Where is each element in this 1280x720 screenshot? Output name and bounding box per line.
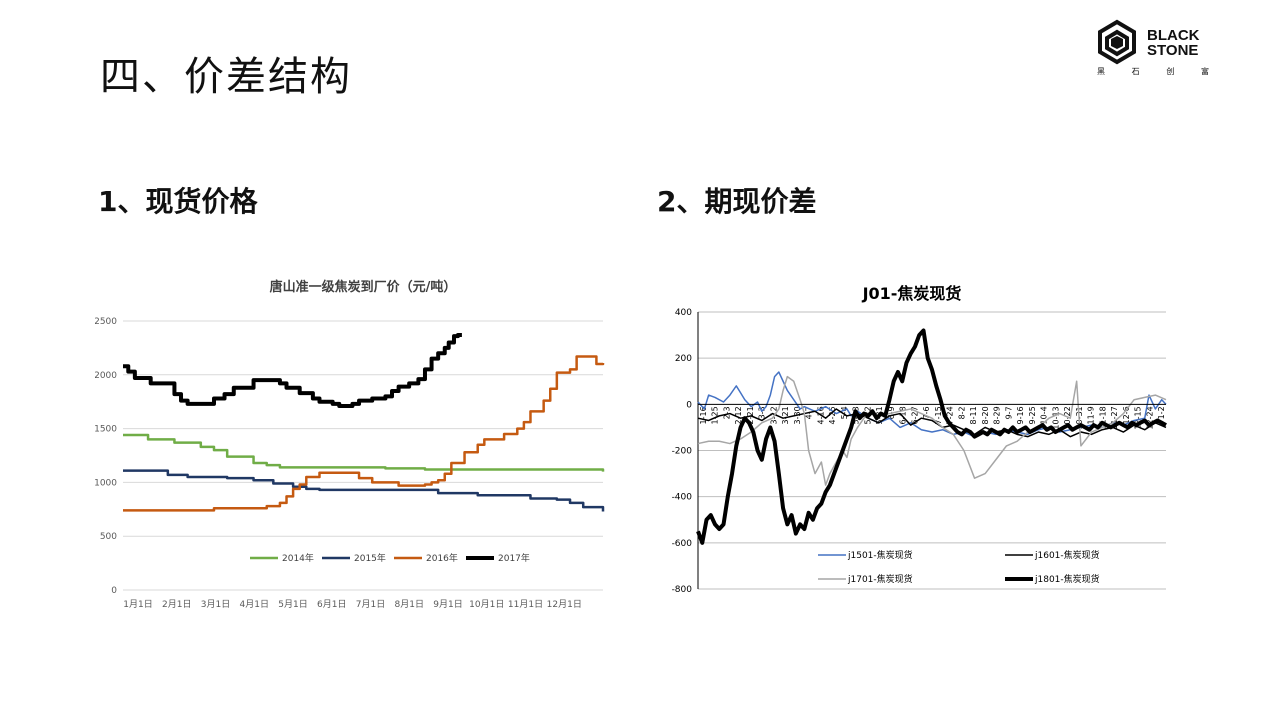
logo-sub-char: 黑 bbox=[1097, 67, 1105, 76]
logo-sub-char: 富 bbox=[1200, 67, 1209, 76]
x-tick-label: 5月1日 bbox=[278, 599, 307, 610]
logo-line2: STONE bbox=[1147, 42, 1199, 59]
x-tick-label: 11-27 bbox=[1110, 406, 1119, 429]
x-tick-label: 4-25 bbox=[828, 406, 837, 424]
spot-price-chart: 唐山准一级焦炭到厂价（元/吨） 0 500 1000 1500 2000 2500 1月1日 2… bbox=[95, 279, 605, 610]
x-tick-label: 2-12 bbox=[734, 406, 743, 424]
series-line-j1801-焦炭现货 bbox=[696, 328, 1167, 545]
series-line-j1701-焦炭现货 bbox=[697, 375, 1167, 486]
y-tick-label: 0 bbox=[686, 400, 692, 410]
x-tick-label: 7-24 bbox=[946, 406, 955, 424]
y-tick-label: 1500 bbox=[95, 425, 117, 435]
logo-sub-char: 创 bbox=[1166, 67, 1175, 76]
y-tick-label: 2500 bbox=[95, 317, 117, 327]
x-tick-label: 9-7 bbox=[1004, 406, 1013, 419]
x-tick-label: 8月1日 bbox=[395, 599, 424, 610]
x-tick-label: 10-13 bbox=[1051, 406, 1060, 429]
x-tick-label: 8-20 bbox=[981, 406, 990, 424]
y-tick-label: -400 bbox=[672, 493, 693, 503]
y-tick-label: 500 bbox=[100, 532, 117, 542]
series-line-2016年 bbox=[123, 355, 605, 512]
legend-label: j1601-焦炭现货 bbox=[1034, 549, 1100, 561]
y-tick-label: 0 bbox=[111, 586, 117, 596]
legend-label: j1801-焦炭现货 bbox=[1034, 573, 1100, 585]
x-tick-label: 7-6 bbox=[922, 406, 931, 419]
x-tick-label: 3-3 bbox=[758, 406, 767, 419]
section-heading-spot-price: 1、现货价格 bbox=[98, 185, 258, 218]
x-tick-label: 6-18 bbox=[899, 406, 908, 424]
series-line-2017年 bbox=[123, 332, 462, 409]
y-tick-label: 1000 bbox=[95, 478, 117, 488]
x-tick-label: 4月1日 bbox=[240, 599, 269, 610]
y-tick-label: 400 bbox=[675, 308, 692, 318]
chart-title: 唐山准一级焦炭到厂价（元/吨） bbox=[270, 279, 457, 295]
slide-title: 四、价差结构 bbox=[100, 54, 352, 100]
legend-label: j1501-焦炭现货 bbox=[847, 549, 913, 561]
logo-line1: BLACK bbox=[1147, 27, 1200, 44]
x-tick-label: 9月1日 bbox=[433, 599, 462, 610]
chart-title: J01-焦炭现货 bbox=[862, 284, 962, 303]
x-tick-label: 8-11 bbox=[969, 406, 978, 424]
x-tick-label: 2-3 bbox=[722, 406, 731, 419]
x-tick-label: 8-2 bbox=[957, 406, 966, 419]
legend-label: j1701-焦炭现货 bbox=[847, 573, 913, 585]
x-tick-label: 7月1日 bbox=[356, 599, 385, 610]
x-tick-label: 2月1日 bbox=[162, 599, 191, 610]
y-tick-label: -800 bbox=[672, 585, 693, 595]
x-tick-label: 7-15 bbox=[934, 406, 943, 424]
legend-label: 2014年 bbox=[282, 552, 314, 564]
x-tick-label: 1月1日 bbox=[123, 599, 152, 610]
x-tick-label: 6月1日 bbox=[317, 599, 346, 610]
legend-label: 2017年 bbox=[498, 552, 530, 564]
x-tick-label: 10-22 bbox=[1063, 406, 1072, 429]
x-tick-label: 3月1日 bbox=[201, 599, 230, 610]
x-tick-label: 3-21 bbox=[781, 406, 790, 424]
x-tick-label: 11月1日 bbox=[508, 599, 543, 610]
x-tick-label: 8-29 bbox=[993, 406, 1002, 424]
x-tick-label: 11-18 bbox=[1098, 406, 1107, 429]
section-heading-basis: 2、期现价差 bbox=[657, 185, 817, 218]
logo-wordmark: BLACK STONE bbox=[1147, 28, 1200, 58]
x-tick-label: 10-4 bbox=[1040, 406, 1049, 424]
legend-label: 2015年 bbox=[354, 552, 386, 564]
x-tick-label: 5-4 bbox=[840, 406, 849, 419]
logo-sub-char: 石 bbox=[1131, 67, 1140, 76]
x-tick-label: 1-2 bbox=[1157, 406, 1166, 419]
x-tick-label: 1-25 bbox=[711, 406, 720, 424]
x-tick-label: 12月1日 bbox=[547, 599, 582, 610]
series-line-2014年 bbox=[123, 433, 605, 472]
y-tick-label: -200 bbox=[672, 447, 693, 457]
y-tick-label: -600 bbox=[672, 539, 693, 549]
x-tick-label: 1-16 bbox=[699, 406, 708, 424]
x-tick-label: 9-16 bbox=[1016, 406, 1025, 424]
series-line-2015年 bbox=[123, 469, 605, 512]
x-tick-label: 12-24 bbox=[1145, 406, 1154, 429]
y-tick-label: 2000 bbox=[95, 371, 117, 381]
series-line-j1601-焦炭现货 bbox=[697, 408, 1167, 438]
blackstone-logo-icon bbox=[1098, 19, 1136, 65]
x-tick-label: 10月1日 bbox=[469, 599, 504, 610]
x-tick-label: 6-27 bbox=[910, 406, 919, 424]
legend-label: 2016年 bbox=[426, 552, 458, 564]
x-tick-label: 12-6 bbox=[1122, 406, 1131, 424]
x-tick-label: 11-9 bbox=[1087, 406, 1096, 424]
y-tick-label: 200 bbox=[675, 354, 692, 364]
x-tick-label: 12-15 bbox=[1134, 406, 1143, 429]
x-tick-label: 9-25 bbox=[1028, 406, 1037, 424]
logo-subtitle: 黑 石 创 富 bbox=[1097, 66, 1209, 77]
